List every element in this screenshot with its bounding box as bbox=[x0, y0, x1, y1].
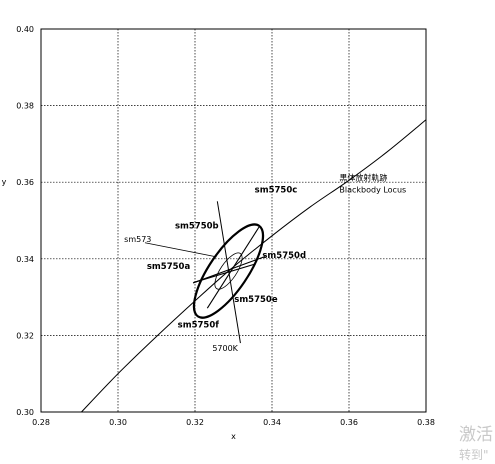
plot-area: sm5750c sm5750b sm573 sm5750d sm5750a sm5750e… bbox=[81, 119, 427, 413]
y-tick-label: 0.40 bbox=[16, 25, 34, 34]
region-label-sm5750d: sm5750d bbox=[262, 251, 306, 261]
region-label-sm5750f: sm5750f bbox=[178, 321, 220, 331]
locus-label-en: Blackbody Locus bbox=[339, 185, 406, 194]
region-labels: sm5750c sm5750b sm573 sm5750d sm5750a sm5750e… bbox=[124, 186, 306, 354]
y-tick-labels: 0.30 0.32 0.34 0.36 0.38 0.40 bbox=[16, 25, 34, 417]
inner-ellipse bbox=[214, 252, 243, 290]
x-tick-label: 0.34 bbox=[263, 418, 281, 427]
divider-line bbox=[192, 255, 266, 284]
y-tick-label: 0.34 bbox=[16, 255, 34, 264]
ellipse-divider-lines bbox=[192, 226, 266, 309]
y-tick-label: 0.30 bbox=[16, 408, 34, 417]
region-label-sm5750a: sm5750a bbox=[147, 262, 191, 272]
watermark-line-2: 转到" bbox=[459, 447, 489, 462]
divider-line bbox=[206, 226, 260, 309]
x-tick-labels: 0.28 0.30 0.32 0.34 0.36 0.38 bbox=[32, 418, 435, 427]
y-tick-label: 0.38 bbox=[16, 102, 34, 111]
x-tick-label: 0.32 bbox=[186, 418, 204, 427]
isotemperature-line-5700k bbox=[216, 201, 241, 344]
x-tick-label: 0.30 bbox=[109, 418, 127, 427]
y-axis-label: y bbox=[2, 178, 7, 187]
x-axis-label: x bbox=[231, 432, 236, 441]
sm573-leader-line bbox=[144, 242, 217, 258]
outer-ellipse bbox=[192, 223, 265, 319]
region-label-sm5750e: sm5750e bbox=[234, 295, 278, 305]
region-label-5700k: 5700K bbox=[212, 344, 238, 353]
plot-frame bbox=[40, 28, 427, 413]
watermark-line-1: 激活 bbox=[459, 425, 493, 445]
blackbody-locus-line bbox=[81, 119, 427, 413]
region-label-sm5750c: sm5750c bbox=[255, 186, 298, 196]
region-label-sm573: sm573 bbox=[124, 235, 151, 244]
x-tick-label: 0.28 bbox=[32, 418, 50, 427]
y-tick-label: 0.36 bbox=[16, 178, 34, 187]
region-label-sm5750b: sm5750b bbox=[175, 222, 219, 232]
grid-lines bbox=[41, 29, 426, 412]
x-tick-label: 0.36 bbox=[340, 418, 358, 427]
locus-label-jp: 黒体放射軌跡 bbox=[339, 172, 387, 182]
y-tick-label: 0.32 bbox=[16, 331, 34, 340]
x-tick-label: 0.38 bbox=[417, 418, 435, 427]
